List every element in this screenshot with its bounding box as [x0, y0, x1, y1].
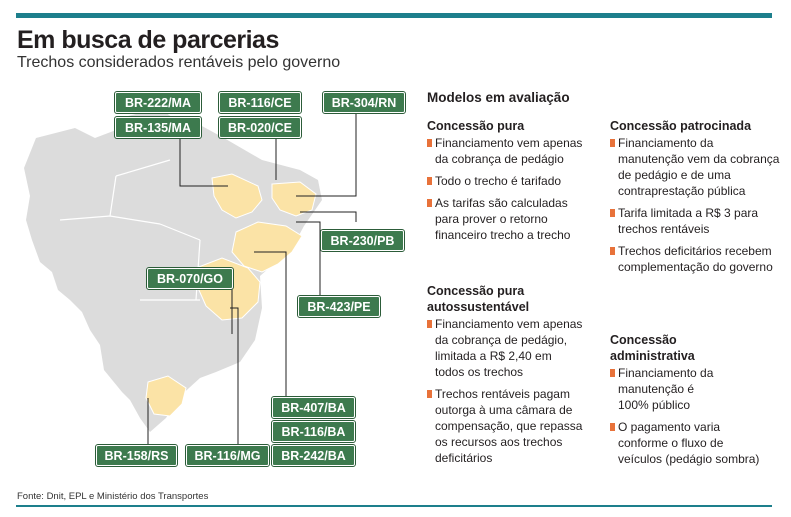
route-badge-br-135-ma: BR-135/MA — [114, 116, 202, 139]
model-item: Trechos deficitários recebem complementa… — [610, 243, 780, 275]
route-badge-br-116-ba: BR-116/BA — [271, 420, 356, 443]
page-title: Em busca de parcerias — [17, 26, 279, 54]
model-concessao-patrocinada: Concessão patrocinada Financiamento da m… — [610, 118, 780, 281]
model-item: Trechos rentáveis pagam outorga à uma câ… — [427, 386, 583, 466]
highlight-ba — [231, 221, 303, 273]
page-subtitle: Trechos considerados rentáveis pelo gove… — [17, 54, 341, 71]
model-title: Concessão pura — [427, 119, 525, 133]
route-badge-br-242-ba: BR-242/BA — [271, 444, 356, 467]
route-badge-br-116-ce: BR-116/CE — [218, 91, 302, 114]
model-item: Financiamento da manutenção vem da cobra… — [610, 135, 780, 199]
route-badge-br-020-ce: BR-020/CE — [218, 116, 302, 139]
model-item: Financiamento da manutenção é 100% públi… — [610, 365, 726, 413]
model-concessao-administrativa: Concessão administrativa Financiamento d… — [610, 332, 759, 473]
route-badge-br-407-ba: BR-407/BA — [271, 396, 356, 419]
model-item: Financiamento vem apenas da cobrança de … — [427, 135, 593, 167]
route-badge-br-158-rs: BR-158/RS — [95, 444, 178, 467]
route-badge-br-070-go: BR-070/GO — [146, 267, 234, 290]
model-item: As tarifas são calculadas para prover o … — [427, 195, 593, 243]
route-badge-br-116-mg: BR-116/MG — [185, 444, 270, 467]
top-accent-bar — [16, 13, 772, 18]
model-item: Todo o trecho é tarifado — [427, 173, 593, 189]
model-title: Concessão patrocinada — [610, 119, 752, 133]
bottom-accent-bar — [16, 505, 772, 507]
route-badge-br-222-ma: BR-222/MA — [114, 91, 202, 114]
route-badge-br-423-pe: BR-423/PE — [297, 295, 381, 318]
highlight-rs — [145, 375, 187, 417]
model-concessao-pura: Concessão pura Financiamento vem apenas … — [427, 118, 593, 249]
models-heading: Modelos em avaliação — [427, 90, 570, 105]
model-title: Concessão administrativa — [610, 333, 695, 363]
model-title: Concessão pura autossustentável — [427, 284, 530, 314]
highlight-ne-coast — [271, 181, 317, 217]
model-item: O pagamento varia conforme o fluxo de ve… — [610, 419, 768, 467]
leader-lines — [147, 114, 357, 444]
route-badge-br-304-rn: BR-304/RN — [322, 91, 406, 114]
model-concessao-pura-autossustentavel: Concessão pura autossustentável Financia… — [427, 283, 583, 472]
model-item: Financiamento vem apenas da cobrança de … — [427, 316, 583, 380]
source-note: Fonte: Dnit, EPL e Ministério dos Transp… — [17, 491, 209, 502]
highlight-ma-ce — [211, 173, 263, 219]
model-item: Tarifa limitada a R$ 3 para trechos rent… — [610, 205, 780, 237]
route-badge-br-230-pb: BR-230/PB — [320, 229, 405, 252]
